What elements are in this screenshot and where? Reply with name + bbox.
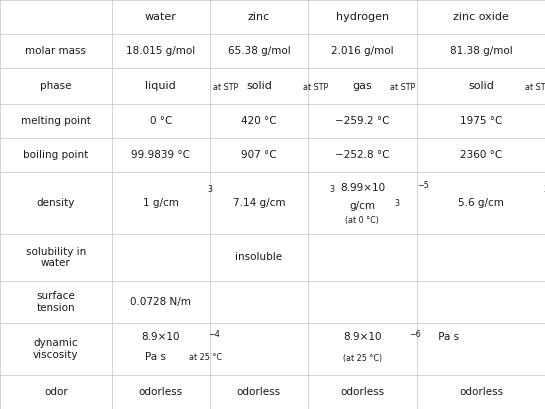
Text: at STP: at STP	[525, 83, 545, 92]
Text: zinc oxide: zinc oxide	[453, 12, 509, 22]
Text: insoluble: insoluble	[235, 252, 282, 262]
Text: zinc: zinc	[248, 12, 270, 22]
Text: solubility in
water: solubility in water	[26, 247, 86, 268]
Text: solid: solid	[468, 81, 494, 91]
Text: 907 °C: 907 °C	[241, 150, 277, 160]
Text: liquid: liquid	[146, 81, 176, 91]
Text: 3: 3	[394, 199, 399, 208]
Text: 2.016 g/mol: 2.016 g/mol	[331, 46, 393, 56]
Text: 1975 °C: 1975 °C	[460, 116, 502, 126]
Text: boiling point: boiling point	[23, 150, 88, 160]
Text: phase: phase	[40, 81, 71, 91]
Text: melting point: melting point	[21, 116, 91, 126]
Text: 3: 3	[544, 185, 545, 194]
Text: 0 °C: 0 °C	[149, 116, 172, 126]
Text: at STP: at STP	[213, 83, 239, 92]
Text: 8.9×10: 8.9×10	[142, 332, 180, 342]
Text: at STP: at STP	[390, 83, 415, 92]
Text: odorless: odorless	[237, 387, 281, 397]
Text: surface
tension: surface tension	[37, 291, 75, 313]
Text: density: density	[37, 198, 75, 208]
Text: −5: −5	[417, 181, 429, 190]
Text: Pa s: Pa s	[145, 352, 166, 362]
Text: −259.2 °C: −259.2 °C	[335, 116, 390, 126]
Text: −4: −4	[208, 330, 220, 339]
Text: −252.8 °C: −252.8 °C	[335, 150, 390, 160]
Text: 420 °C: 420 °C	[241, 116, 277, 126]
Text: 99.9839 °C: 99.9839 °C	[131, 150, 190, 160]
Text: odorless: odorless	[341, 387, 384, 397]
Text: 65.38 g/mol: 65.38 g/mol	[227, 46, 290, 56]
Text: −6: −6	[410, 330, 421, 339]
Text: (at 25 °C): (at 25 °C)	[343, 354, 382, 363]
Text: 3: 3	[208, 185, 213, 194]
Text: 1 g/cm: 1 g/cm	[143, 198, 179, 208]
Text: 3: 3	[329, 185, 334, 194]
Text: at STP: at STP	[303, 83, 328, 92]
Text: 18.015 g/mol: 18.015 g/mol	[126, 46, 196, 56]
Text: (at 0 °C): (at 0 °C)	[346, 216, 379, 225]
Text: dynamic
viscosity: dynamic viscosity	[33, 338, 78, 360]
Text: 2360 °C: 2360 °C	[460, 150, 502, 160]
Text: 8.99×10: 8.99×10	[340, 183, 385, 193]
Text: water: water	[145, 12, 177, 22]
Text: g/cm: g/cm	[349, 201, 376, 211]
Text: hydrogen: hydrogen	[336, 12, 389, 22]
Text: solid: solid	[246, 81, 272, 91]
Text: odor: odor	[44, 387, 68, 397]
Text: 81.38 g/mol: 81.38 g/mol	[450, 46, 512, 56]
Text: gas: gas	[353, 81, 372, 91]
Text: at 25 °C: at 25 °C	[189, 353, 222, 362]
Text: 7.14 g/cm: 7.14 g/cm	[233, 198, 285, 208]
Text: molar mass: molar mass	[26, 46, 86, 56]
Text: 0.0728 N/m: 0.0728 N/m	[130, 297, 191, 307]
Text: Pa s: Pa s	[435, 332, 459, 342]
Text: odorless: odorless	[459, 387, 503, 397]
Text: 5.6 g/cm: 5.6 g/cm	[458, 198, 504, 208]
Text: odorless: odorless	[139, 387, 183, 397]
Text: 8.9×10: 8.9×10	[343, 332, 382, 342]
